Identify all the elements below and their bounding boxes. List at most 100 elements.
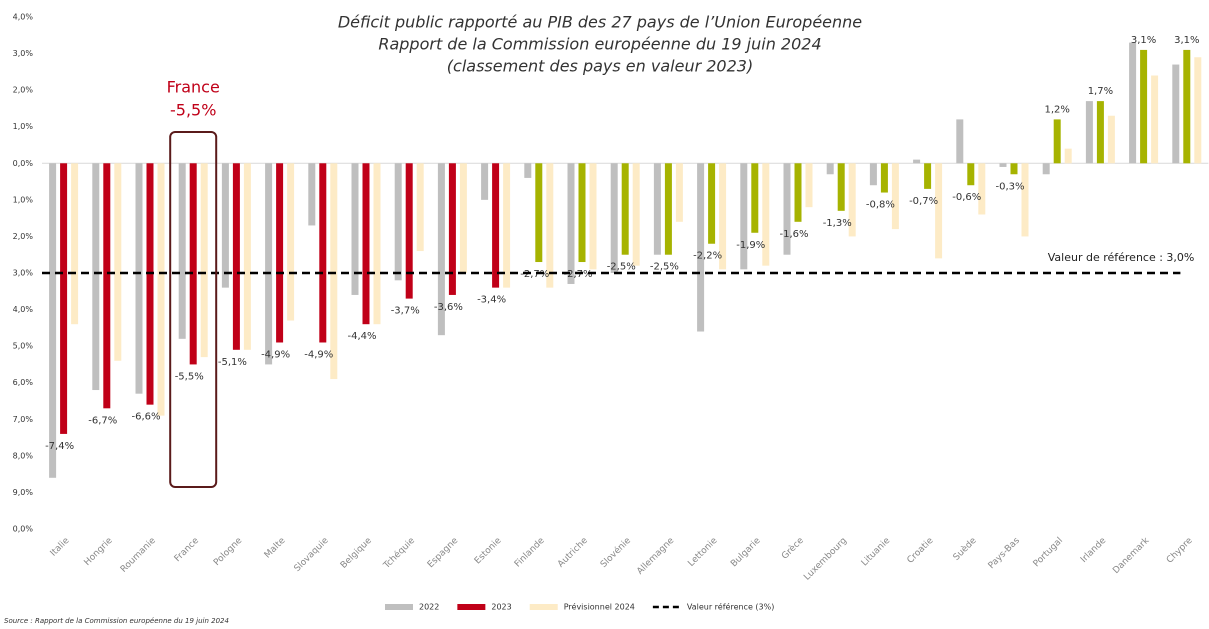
- bar: [837, 163, 845, 211]
- bar: [1064, 148, 1072, 164]
- bar: [956, 119, 964, 164]
- x-tick-label: Autriche: [556, 535, 590, 569]
- bar: [621, 163, 629, 255]
- y-tick-label: 1,0%: [13, 195, 34, 204]
- data-label: -0,8%: [866, 200, 895, 211]
- bar: [935, 163, 943, 259]
- bar: [60, 163, 68, 434]
- bar: [913, 159, 921, 164]
- bar: [362, 163, 370, 325]
- bar: [1021, 163, 1029, 237]
- bar: [1085, 101, 1093, 164]
- y-tick-label: 3,0%: [13, 49, 34, 58]
- x-tick-label: Allemagne: [635, 535, 676, 576]
- bar: [783, 163, 791, 255]
- data-label: -0,3%: [995, 181, 1024, 192]
- data-label: -3,4%: [477, 295, 506, 306]
- bar: [437, 163, 445, 336]
- bar: [740, 163, 748, 270]
- bar: [794, 163, 802, 222]
- data-label: -0,6%: [952, 192, 981, 203]
- bar: [200, 163, 208, 358]
- bar: [675, 163, 683, 222]
- data-label: -2,5%: [607, 262, 636, 273]
- legend-label: Valeur référence (3%): [687, 602, 774, 612]
- data-label: -3,6%: [434, 302, 463, 313]
- bar: [103, 163, 111, 409]
- bar: [610, 163, 618, 273]
- y-tick-label: 9,0%: [13, 488, 34, 497]
- bar: [708, 163, 716, 244]
- data-label: -1,3%: [823, 218, 852, 229]
- x-tick-label: Danemark: [1111, 535, 1152, 576]
- data-label: -2,2%: [693, 251, 722, 262]
- bar: [416, 163, 424, 252]
- bar: [276, 163, 284, 343]
- y-tick-label: 2,0%: [13, 232, 34, 241]
- bar: [535, 163, 543, 263]
- highlight-box: [169, 131, 218, 488]
- data-label: 1,2%: [1044, 104, 1069, 115]
- bar: [1151, 75, 1159, 164]
- chart-title: (classement des pays en valeur 2023): [447, 57, 753, 76]
- bar: [762, 163, 770, 266]
- bar: [1053, 119, 1061, 164]
- y-tick-label: 5,0%: [13, 342, 34, 351]
- bar: [1194, 57, 1202, 164]
- bar: [880, 163, 888, 193]
- legend-swatch: [385, 604, 413, 610]
- x-tick-label: Slovénie: [598, 535, 633, 570]
- bar: [243, 163, 251, 350]
- bar: [578, 163, 586, 263]
- bar: [319, 163, 327, 343]
- bar: [664, 163, 672, 255]
- y-tick-label: 0,0%: [13, 159, 34, 168]
- data-label: -1,9%: [736, 240, 765, 251]
- x-tick-label: Bulgarie: [729, 536, 763, 570]
- bar: [826, 163, 834, 175]
- bar: [805, 163, 813, 208]
- y-tick-label: 6,0%: [13, 378, 34, 387]
- bar: [405, 163, 413, 299]
- x-tick-label: Malte: [263, 535, 288, 560]
- bar: [265, 163, 273, 365]
- x-tick-label: Roumanie: [119, 535, 158, 574]
- bar: [589, 163, 597, 270]
- legend-label: Prévisionnel 2024: [564, 602, 635, 612]
- bar: [189, 163, 197, 365]
- source: Source : Rapport de la Commission europé…: [4, 617, 229, 625]
- legend-label: 2023: [491, 603, 511, 612]
- reference-label: Valeur de référence : 3,0%: [1048, 251, 1195, 264]
- highlight-label: France: [167, 78, 220, 97]
- bar: [373, 163, 381, 325]
- data-label: -5,5%: [175, 371, 204, 382]
- y-tick-label: 4,0%: [13, 305, 34, 314]
- bar: [1042, 163, 1050, 175]
- bar: [71, 163, 79, 325]
- bar: [308, 163, 316, 226]
- x-tick-label: Portugal: [1032, 536, 1065, 569]
- bar: [330, 163, 338, 380]
- x-tick-label: Italie: [49, 536, 72, 559]
- bar: [524, 163, 532, 178]
- highlight-value: -5,5%: [170, 101, 216, 120]
- x-tick-label: Lituanie: [860, 535, 893, 568]
- bar: [848, 163, 856, 237]
- x-tick-label: Croatie: [906, 535, 936, 565]
- x-tick-label: Tchéquie: [381, 535, 418, 572]
- bar: [978, 163, 986, 215]
- x-tick-label: Pays-Bas: [987, 536, 1022, 571]
- bar: [503, 163, 511, 288]
- chart-title: Déficit public rapporté au PIB des 27 pa…: [338, 13, 862, 32]
- bar: [232, 163, 240, 350]
- bar: [157, 163, 165, 416]
- data-label: -2,5%: [650, 262, 679, 273]
- x-tick-label: Lettonie: [686, 535, 719, 568]
- data-label: -7,4%: [45, 441, 74, 452]
- x-tick-label: Estonie: [473, 535, 504, 566]
- bar: [351, 163, 359, 295]
- bar: [135, 163, 143, 394]
- x-tick-label: Pologne: [212, 535, 245, 568]
- bar: [1129, 42, 1137, 164]
